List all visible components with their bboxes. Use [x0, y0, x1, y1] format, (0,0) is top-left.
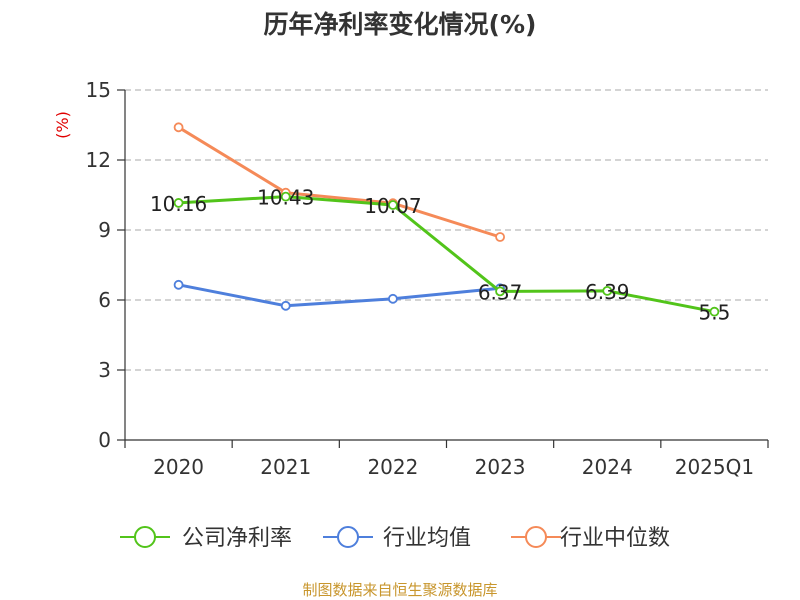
source-note: 制图数据来自恒生聚源数据库: [302, 581, 497, 599]
data-point: [602, 285, 613, 296]
legend-marker: [134, 526, 156, 548]
y-tick-label: 9: [98, 218, 111, 242]
legend-label: 公司净利率: [182, 526, 292, 551]
data-point: [280, 300, 291, 311]
data-point: [495, 286, 505, 297]
y-tick-label: 12: [86, 148, 111, 172]
series-layer: [173, 122, 720, 317]
data-point: [388, 293, 398, 304]
x-tick-label: 2020: [153, 455, 204, 479]
legend-marker: [525, 526, 547, 548]
legend-label: 行业均值: [383, 526, 471, 551]
data-label: 5.5: [699, 301, 731, 325]
legend-item: 公司净利率: [120, 526, 292, 551]
y-tick-label: 15: [86, 78, 111, 102]
data-label: 10.07: [364, 194, 421, 218]
x-tick-label: 2024: [582, 455, 633, 479]
legend-label: 行业中位数: [560, 526, 670, 551]
data-label: 6.37: [478, 280, 523, 304]
data-label: 6.39: [585, 280, 630, 304]
data-point: [709, 306, 720, 317]
data-point: [388, 200, 398, 210]
grid-lines: [125, 89, 768, 371]
y-tick-label: 0: [98, 428, 111, 452]
legend: 公司净利率 行业均值 行业中位数: [120, 526, 670, 551]
chart-title: 历年净利率变化情况(%): [264, 10, 537, 39]
series-line: [178, 283, 501, 308]
series-line: [178, 195, 715, 314]
data-label: 10.43: [257, 186, 314, 210]
axes: 0 3 6 9 12 15 2020 2021 2022 2023 2024 2025Q1: [86, 78, 769, 479]
legend-marker: [337, 526, 359, 548]
data-labels: 10.16 10.43 10.07 6.37 6.39 5.5: [150, 186, 730, 325]
x-tick-label: 2022: [367, 455, 418, 479]
data-point: [280, 191, 291, 202]
series-2: [173, 122, 505, 242]
y-axis-label: (%): [53, 111, 72, 139]
data-point: [173, 122, 184, 133]
y-tick-label: 6: [98, 288, 111, 312]
data-point: [173, 198, 184, 208]
x-tick-label: 2025Q1: [675, 455, 754, 479]
series-1: [173, 279, 505, 311]
legend-item: 行业均值: [323, 526, 471, 551]
series-0: [173, 191, 720, 317]
data-point: [173, 279, 184, 290]
x-tick-label: 2021: [260, 455, 311, 479]
data-point: [495, 232, 505, 242]
series-line: [177, 126, 501, 239]
y-tick-label: 3: [98, 358, 111, 382]
legend-item: 行业中位数: [511, 526, 670, 551]
data-label: 10.16: [150, 192, 207, 216]
x-tick-label: 2023: [475, 455, 526, 479]
